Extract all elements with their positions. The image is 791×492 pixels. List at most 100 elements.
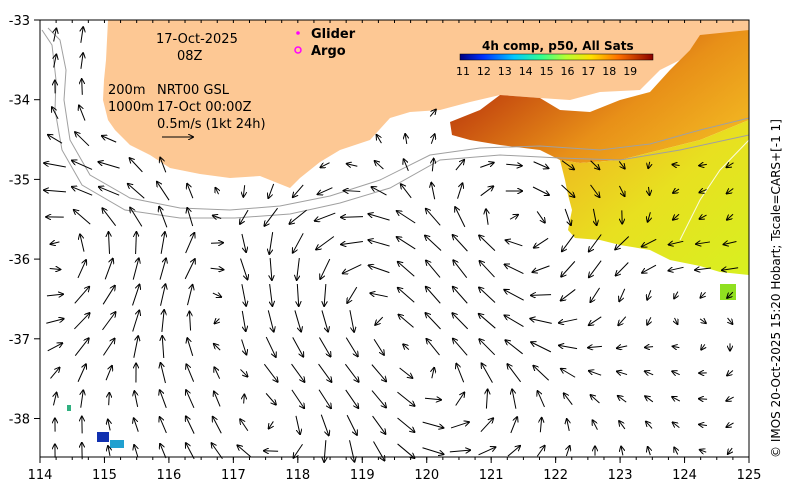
current-arrow	[618, 161, 624, 168]
current-arrow	[291, 363, 305, 382]
current-arrow	[134, 445, 138, 458]
current-arrow	[561, 184, 575, 197]
x-axis: 114 115 116 117 118 119 120 121 122 123 124 125	[28, 20, 762, 483]
current-arrow	[593, 420, 598, 430]
current-arrow	[398, 288, 415, 303]
sst-front	[679, 139, 750, 241]
current-arrow	[589, 371, 602, 376]
current-arrow	[320, 162, 330, 168]
current-arrow	[530, 319, 552, 324]
current-arrow	[431, 134, 434, 144]
current-arrow	[532, 186, 549, 195]
current-arrow	[82, 79, 83, 95]
current-arrow	[480, 186, 494, 197]
current-arrow	[538, 391, 545, 408]
current-arrow	[505, 315, 524, 328]
current-arrow	[695, 268, 711, 270]
current-arrow	[341, 242, 363, 245]
current-arrow	[320, 258, 331, 279]
current-arrow	[240, 258, 248, 280]
current-arrow	[157, 182, 170, 201]
current-vectors	[44, 27, 739, 462]
current-arrow	[344, 363, 358, 382]
contour-1000m-label: 1000m	[108, 100, 154, 115]
current-arrow	[589, 316, 602, 325]
current-arrow	[44, 163, 66, 168]
current-arrow	[159, 207, 168, 228]
current-arrow	[675, 317, 678, 324]
current-arrow	[486, 209, 488, 225]
current-arrow	[453, 235, 468, 252]
current-arrow	[700, 450, 707, 452]
current-arrow	[349, 310, 354, 332]
current-arrow	[649, 186, 650, 195]
current-arrow	[405, 134, 407, 145]
current-arrow	[321, 310, 328, 331]
current-arrow	[161, 363, 166, 384]
current-arrow	[132, 285, 140, 306]
current-arrow	[673, 213, 680, 219]
current-arrow	[727, 188, 734, 193]
current-arrow	[506, 240, 523, 247]
y-axis: -33 -34 -35 -36 -37 -38	[9, 14, 40, 428]
current-arrow	[345, 337, 358, 357]
current-arrow	[722, 268, 739, 271]
current-arrow	[267, 310, 273, 331]
current-arrow	[263, 363, 277, 382]
x-tick-label: 116	[156, 468, 181, 483]
current-arrow	[727, 163, 734, 168]
current-arrow	[616, 262, 629, 275]
current-arrow	[133, 336, 138, 358]
current-arrow	[457, 183, 463, 199]
current-arrow	[186, 443, 195, 460]
current-arrow	[369, 265, 390, 274]
current-arrow	[293, 233, 304, 252]
x-tick-label: 125	[737, 468, 762, 483]
current-arrow	[486, 389, 487, 409]
current-arrow	[264, 451, 279, 452]
current-arrow	[645, 347, 654, 348]
land-australia	[103, 20, 749, 188]
current-arrow	[504, 290, 524, 301]
current-arrow	[81, 53, 83, 69]
current-arrow	[699, 319, 706, 323]
current-arrow	[102, 286, 115, 305]
current-arrow	[429, 110, 436, 117]
current-arrow	[375, 161, 384, 170]
current-arrow	[77, 364, 86, 382]
current-arrow	[455, 207, 466, 228]
current-arrow	[291, 389, 304, 408]
current-arrow	[104, 259, 113, 280]
current-arrow	[453, 339, 468, 356]
current-arrow	[453, 287, 468, 304]
current-arrow	[674, 291, 678, 299]
current-arrow	[132, 311, 140, 332]
current-arrow	[108, 232, 109, 254]
current-arrow	[130, 158, 143, 173]
current-arrow	[642, 238, 657, 246]
current-arrow	[510, 417, 517, 434]
current-arrow	[318, 363, 332, 382]
current-arrow	[701, 344, 705, 349]
current-arrow	[80, 234, 85, 252]
current-arrow	[186, 416, 195, 434]
current-arrow	[103, 339, 114, 356]
current-arrow	[102, 208, 117, 226]
current-arrow	[398, 315, 414, 328]
current-arrow	[536, 446, 544, 457]
current-arrow	[189, 312, 190, 331]
current-arrow	[265, 393, 276, 404]
current-arrow	[397, 211, 416, 224]
current-arrow	[479, 235, 496, 251]
sst-warm-band	[450, 30, 749, 163]
y-tick-label: -38	[9, 413, 30, 428]
current-arrow	[72, 161, 93, 170]
current-arrow	[105, 366, 112, 381]
current-arrow	[50, 368, 59, 379]
current-arrow	[673, 189, 680, 193]
current-arrow	[160, 232, 165, 254]
current-arrow	[561, 261, 576, 276]
current-arrow	[316, 236, 335, 249]
colorbar-tick-label: 12	[477, 65, 491, 78]
